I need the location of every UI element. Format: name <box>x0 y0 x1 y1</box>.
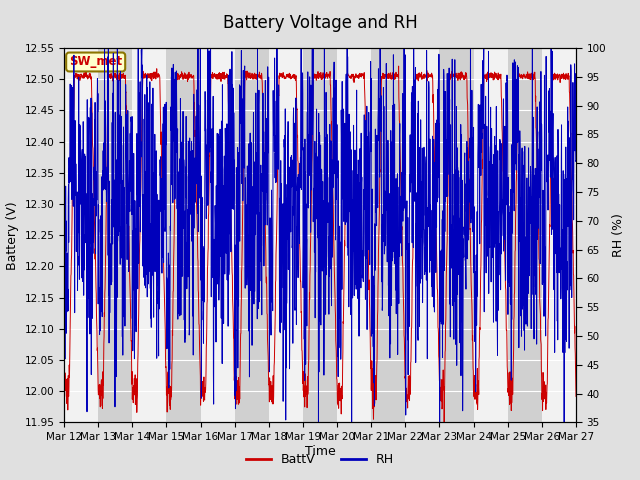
Legend: BattV, RH: BattV, RH <box>241 448 399 471</box>
Bar <box>508 48 542 422</box>
Bar <box>337 48 371 422</box>
Bar <box>64 48 98 422</box>
Bar <box>440 48 474 422</box>
Bar <box>542 48 576 422</box>
Bar <box>235 48 269 422</box>
Bar <box>269 48 303 422</box>
Bar <box>405 48 440 422</box>
Bar <box>474 48 508 422</box>
Text: SW_met: SW_met <box>69 56 122 69</box>
Bar <box>371 48 405 422</box>
Y-axis label: Battery (V): Battery (V) <box>6 201 19 269</box>
Text: Battery Voltage and RH: Battery Voltage and RH <box>223 14 417 33</box>
Bar <box>98 48 132 422</box>
Bar <box>303 48 337 422</box>
Bar <box>132 48 166 422</box>
Y-axis label: RH (%): RH (%) <box>612 213 625 257</box>
Bar <box>166 48 200 422</box>
Bar <box>200 48 235 422</box>
X-axis label: Time: Time <box>305 445 335 458</box>
